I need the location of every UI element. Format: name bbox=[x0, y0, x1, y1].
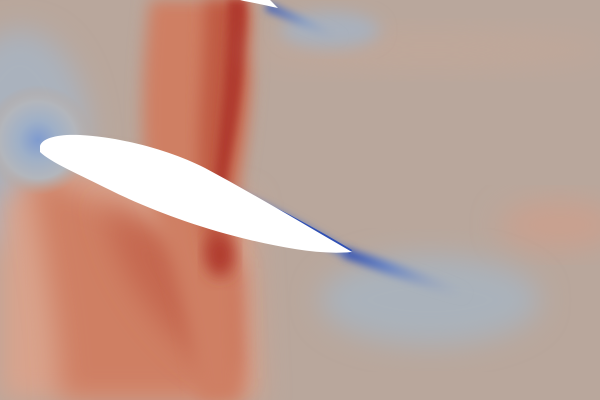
high-pressure-peak bbox=[214, 0, 246, 215]
pressure-side-peak bbox=[206, 233, 234, 277]
wake-cool-region bbox=[320, 255, 540, 345]
right-warm-patch bbox=[500, 200, 600, 250]
main-airfoil bbox=[40, 134, 352, 253]
wake-streak bbox=[345, 248, 470, 300]
upper-airfoil-trailing-edge bbox=[240, 0, 278, 8]
upper-wake-streak bbox=[265, 2, 345, 42]
